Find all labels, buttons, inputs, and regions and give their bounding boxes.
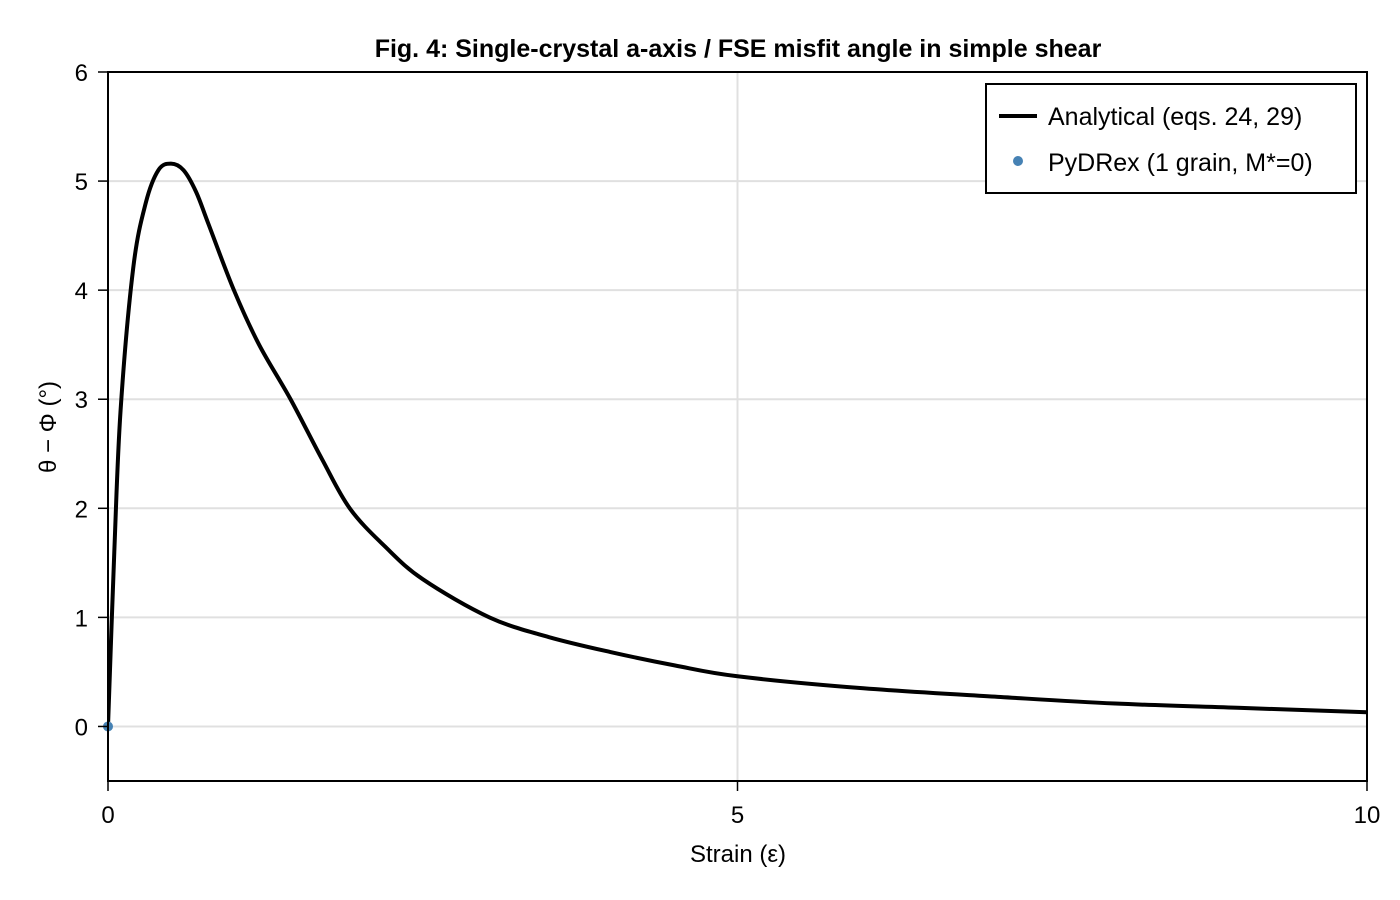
legend-label-analytical: Analytical (eqs. 24, 29) xyxy=(1048,103,1302,131)
x-tick-label: 5 xyxy=(731,802,744,829)
y-axis-label: θ − Φ (°) xyxy=(35,381,62,473)
x-tick-label: 0 xyxy=(101,802,114,829)
x-axis-label: Strain (ε) xyxy=(690,841,786,868)
chart-title: Fig. 4: Single-crystal a-axis / FSE misf… xyxy=(375,35,1102,63)
y-tick-label: 4 xyxy=(75,278,88,305)
plot-series xyxy=(103,161,1367,732)
x-axis-ticks: 0 5 10 xyxy=(101,781,1380,829)
y-tick-label: 6 xyxy=(75,60,88,87)
analytical-curve xyxy=(108,161,1367,727)
x-tick-label: 10 xyxy=(1354,802,1381,829)
legend-dot-swatch-icon xyxy=(1013,156,1023,166)
y-tick-label: 0 xyxy=(75,714,88,741)
legend-label-pydrex: PyDRex (1 grain, M*=0) xyxy=(1048,149,1313,177)
y-axis-ticks: 0 1 2 3 4 5 6 xyxy=(75,60,108,741)
legend-box xyxy=(985,83,1357,194)
legend: Analytical (eqs. 24, 29) PyDRex (1 grain… xyxy=(985,83,1357,194)
y-tick-label: 5 xyxy=(75,169,88,196)
y-tick-label: 3 xyxy=(75,387,88,414)
y-tick-label: 1 xyxy=(75,605,88,632)
y-tick-label: 2 xyxy=(75,496,88,523)
